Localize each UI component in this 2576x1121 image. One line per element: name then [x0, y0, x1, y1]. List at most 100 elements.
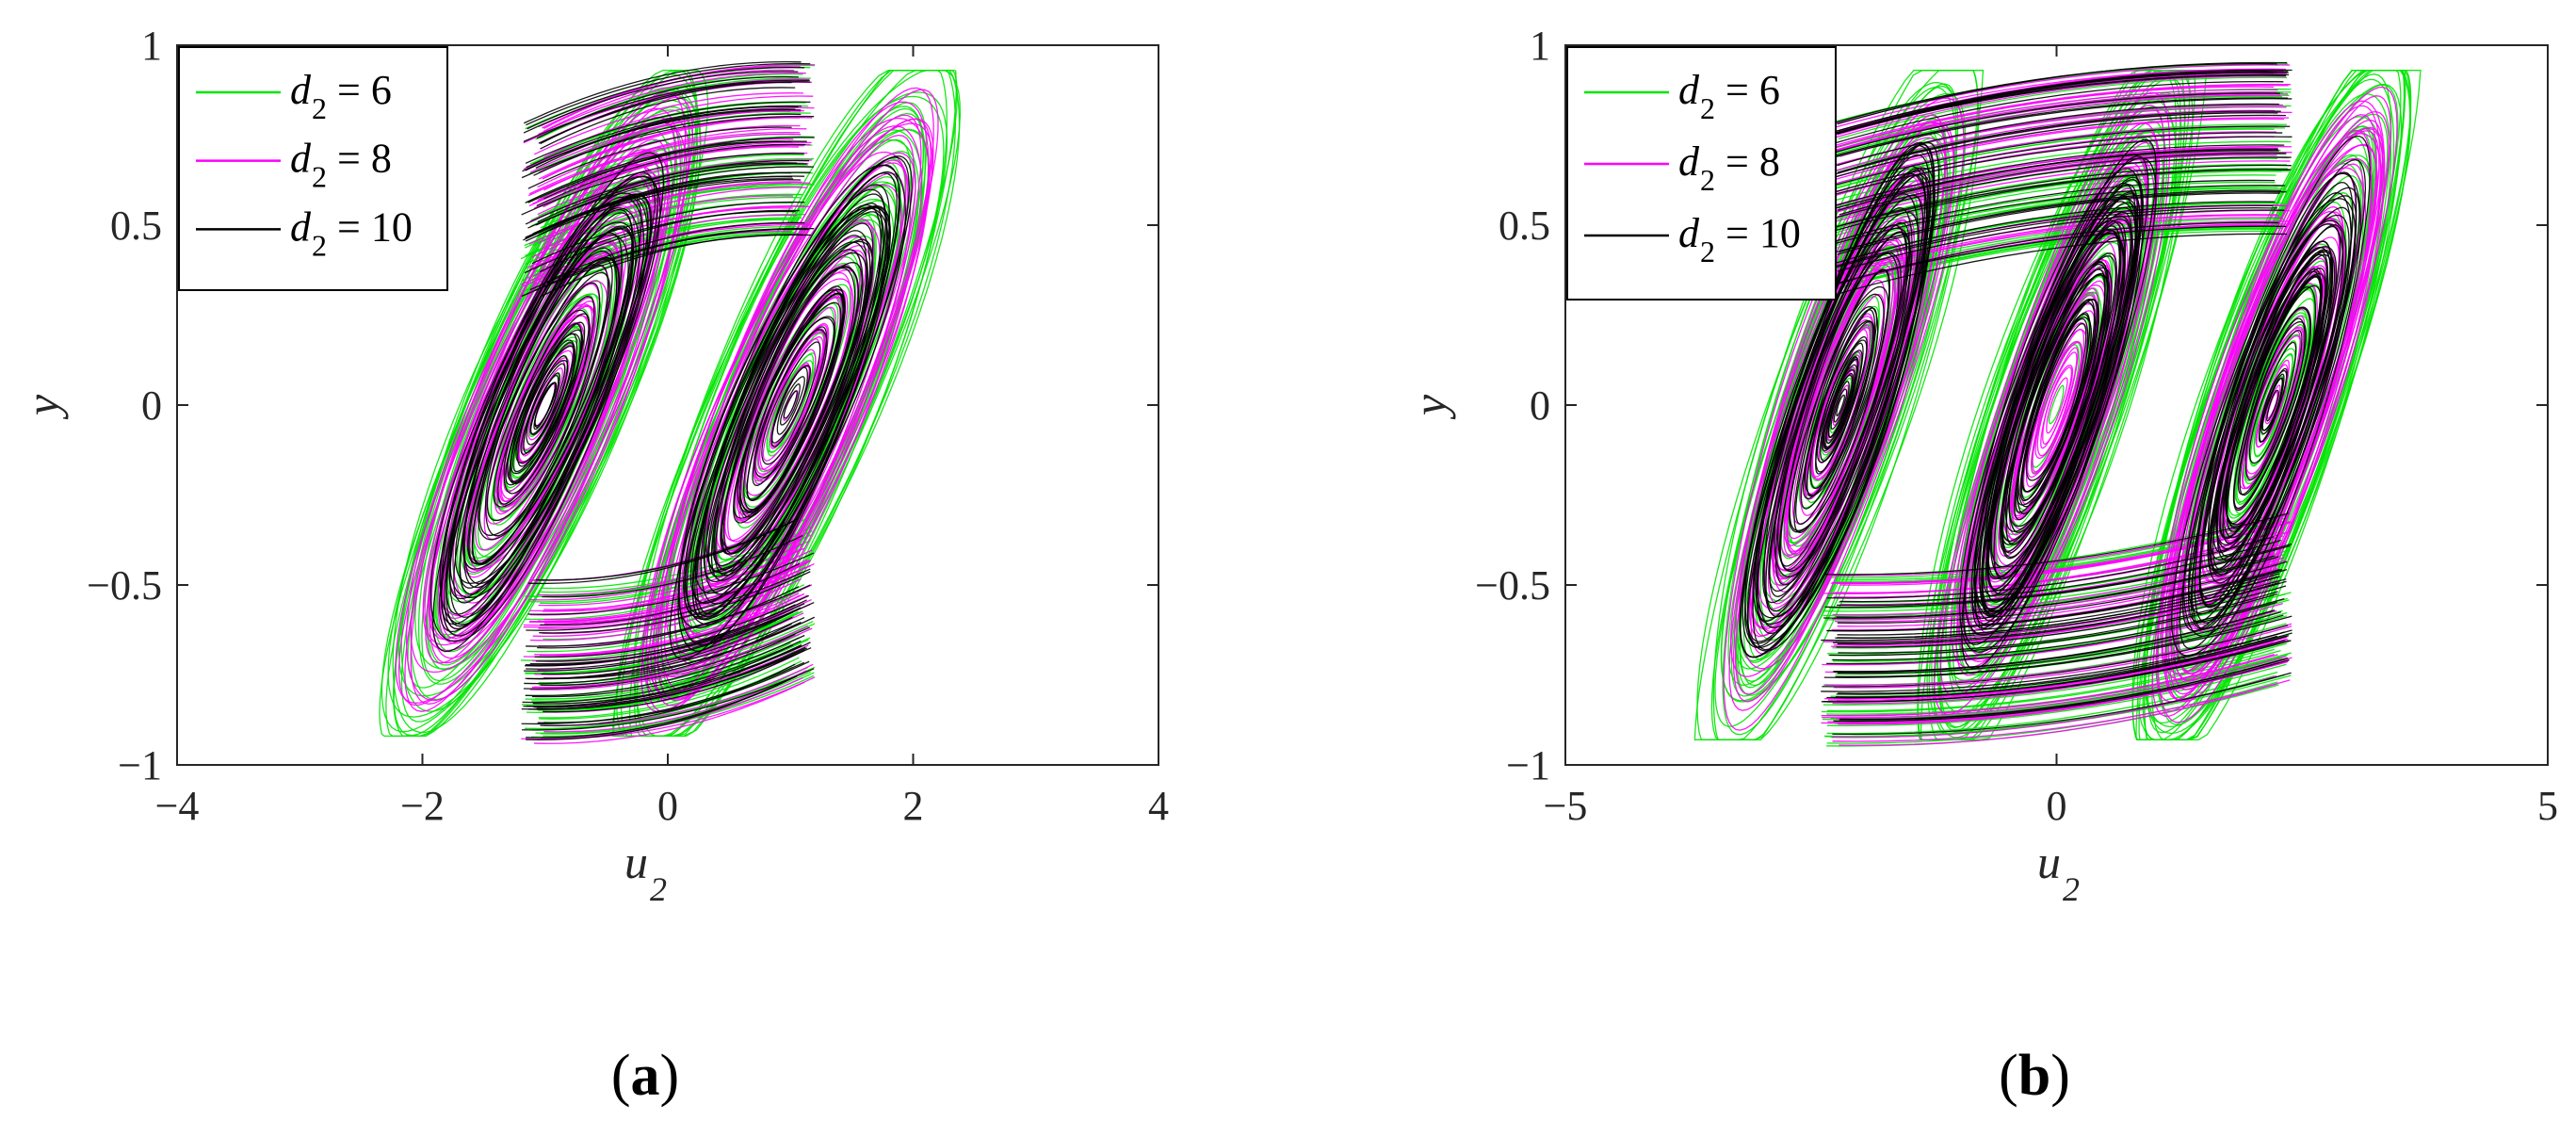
trajectory-bridge [522, 108, 802, 704]
legend-label-rest: = 8 [1715, 138, 1780, 185]
trajectory-loop [2046, 377, 2068, 434]
legend-label-var: d [290, 203, 312, 250]
trajectory-bridge [533, 146, 800, 656]
x-tick-label: 4 [1148, 783, 1169, 829]
trajectory-loop [2017, 299, 2099, 515]
trajectory-loop [2015, 301, 2097, 513]
trajectory-loop [735, 284, 851, 529]
trajectory-loop [1734, 137, 1949, 695]
legend-label: d2 = 6 [1678, 67, 1780, 125]
trajectory-loop [499, 305, 593, 500]
trajectory-loop [1795, 293, 1885, 526]
trajectory-loop [1768, 224, 1908, 593]
trajectory-loop [2199, 214, 2350, 609]
trajectory-loop [1817, 342, 1864, 463]
trajectory-loop [1793, 285, 1889, 533]
trajectory-loop [2245, 334, 2302, 479]
trajectory-loop [2004, 268, 2106, 532]
trajectory-loop [1783, 258, 1894, 546]
trajectory-loop [1778, 239, 1902, 559]
trajectory-loop [2216, 253, 2334, 561]
trajectory-loop [743, 302, 839, 501]
trajectory-bridge [527, 66, 805, 680]
x-axis-label-b-sub: 2 [2063, 870, 2080, 908]
trajectory-loop [515, 341, 575, 463]
legend-label-rest: = 10 [327, 203, 413, 250]
trajectory-loop [2211, 236, 2341, 577]
legend-label: d2 = 8 [290, 136, 392, 194]
y-tick-label: 0 [141, 382, 162, 429]
x-axis-label-a-var: u [624, 836, 648, 888]
trajectory-loop [2171, 135, 2371, 657]
trajectory-loop [1777, 231, 1908, 573]
trajectory-loop [1822, 356, 1859, 450]
trajectory-bridge [529, 110, 802, 642]
trajectory-loop [712, 249, 864, 567]
legend-label-rest: = 10 [1715, 210, 1801, 256]
trajectory-loop [2238, 315, 2306, 490]
trajectory-loop [2226, 275, 2324, 529]
trajectory-loop [440, 175, 658, 637]
trajectory-loop [527, 367, 563, 441]
trajectory-loop [1779, 252, 1903, 571]
trajectory-bridge [1832, 144, 2285, 661]
trajectory-loop [707, 241, 869, 577]
trajectory-loop [1744, 141, 1940, 652]
trajectory-loop [2020, 317, 2092, 501]
trajectory-bridge [1823, 185, 2286, 703]
trajectory-bridge [525, 179, 802, 670]
trajectory-bridge [1821, 225, 2287, 642]
trajectory-loop [1765, 211, 1920, 612]
trajectory-loop [770, 365, 811, 447]
x-tick-label: −4 [155, 783, 200, 829]
trajectory-bridge [531, 195, 794, 689]
trajectory-bridge [1836, 201, 2276, 618]
trajectory-loop [1993, 236, 2125, 580]
trajectory-loop [497, 309, 591, 505]
trajectory-loop [669, 164, 906, 660]
trajectory-bridge [1839, 153, 2287, 721]
trajectory-loop [1811, 327, 1871, 481]
trajectory-loop [720, 266, 859, 555]
trajectory-loop [2255, 359, 2290, 447]
trajectory-bridge [531, 201, 805, 698]
trajectory-loop [684, 184, 891, 618]
trajectory-bridge [1833, 169, 2290, 723]
trajectory-bridge [1826, 92, 2280, 632]
trajectory-bridge [1826, 74, 2287, 699]
trajectory-loop [2216, 249, 2334, 558]
trajectory-bridge [534, 228, 810, 658]
trajectory-bridge [521, 234, 812, 710]
panel-caption-b-open: ( [1999, 1044, 2018, 1108]
legend-label-var: d [290, 136, 312, 182]
panel-caption-b: (b) [1999, 1044, 2070, 1108]
trajectory-loop [768, 360, 814, 453]
trajectory-bridge [524, 210, 796, 667]
y-tick-label: 0.5 [1499, 203, 1550, 249]
legend-label: d2 = 8 [1678, 138, 1780, 197]
trajectory-loop [529, 372, 560, 436]
trajectory-loop [650, 125, 922, 697]
trajectory-loop [2249, 348, 2296, 467]
trajectory-loop [776, 376, 805, 435]
trajectory-loop [425, 164, 663, 664]
trajectory-loop [1815, 335, 1868, 473]
trajectory-loop [780, 383, 801, 426]
trajectory-bridge [1837, 192, 2280, 639]
trajectory-loop [1950, 122, 2159, 669]
trajectory-bridge [1838, 148, 2278, 654]
panel-caption-a: (a) [611, 1044, 679, 1108]
trajectory-loop [2020, 310, 2096, 505]
trajectory-loop [699, 219, 884, 606]
trajectory-loop [1802, 309, 1876, 499]
trajectory-loop [2181, 171, 2357, 632]
trajectory-loop [1939, 92, 2182, 728]
trajectory-loop [2260, 373, 2285, 434]
trajectory-bridge [1837, 209, 2285, 694]
trajectory-loop [478, 264, 609, 536]
trajectory-bridge [541, 171, 792, 675]
trajectory-loop [727, 278, 854, 543]
trajectory-loop [722, 262, 863, 555]
trajectory-loop [1974, 184, 2139, 609]
trajectory-loop [510, 329, 584, 483]
